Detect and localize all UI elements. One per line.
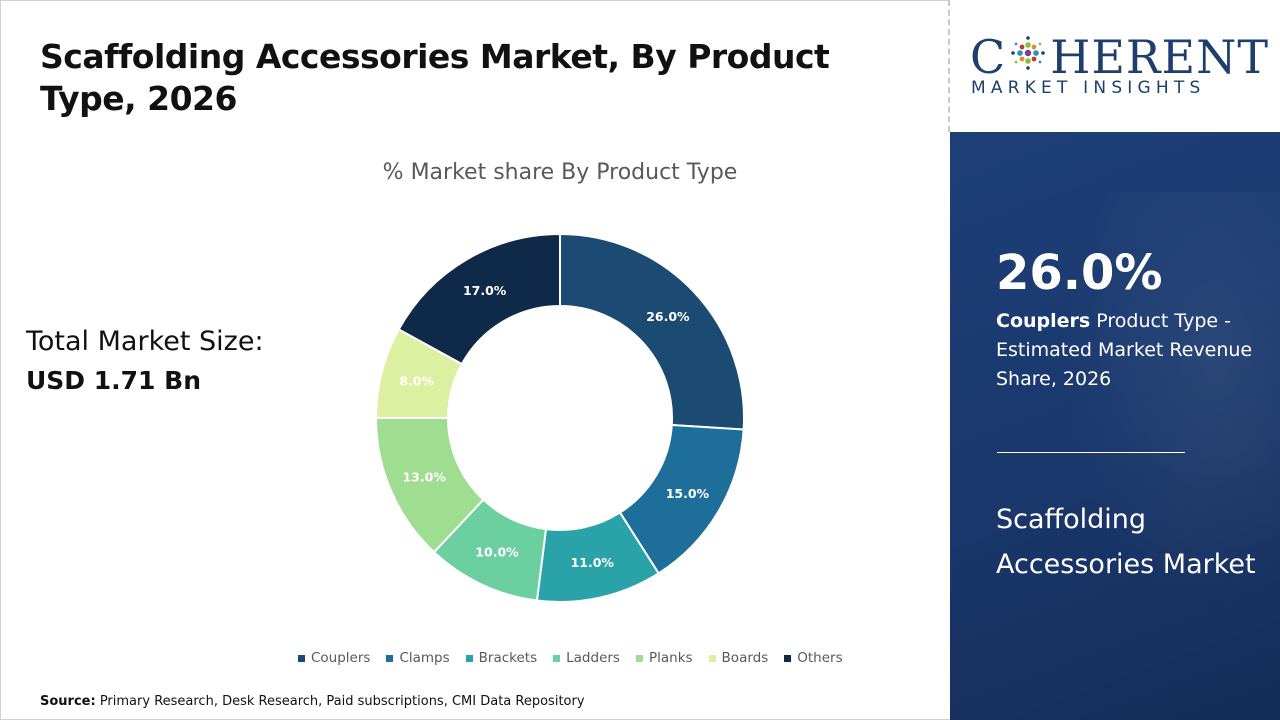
highlight-description-text: Product Type - Estimated Market Revenue … [996,310,1253,390]
data-label-planks: 13.0% [402,469,446,484]
legend-label: Brackets [478,650,538,666]
logo-area [950,0,1280,132]
legend-swatch [784,654,792,662]
data-label-ladders: 10.0% [475,544,519,559]
legend-item-couplers: Couplers [298,650,370,666]
legend-swatch [465,654,473,662]
donut-chart: 26.0% 15.0% 11.0% 10.0% 13.0% 8.0% 17.0% [374,232,745,603]
legend-label: Boards [721,650,769,666]
highlight-segment: Couplers [996,310,1091,332]
map-background [1060,192,1280,612]
highlight-description: Couplers Product Type - Estimated Market… [996,307,1256,394]
data-label-clamps: 15.0% [666,486,710,501]
highlight-percent: 26.0% [996,245,1163,301]
legend-label: Clamps [399,650,450,666]
total-market-size-label: Total Market Size: [26,326,264,357]
divider [948,0,950,132]
company-logo: C HERENT [970,30,1269,84]
total-market-size-value: USD 1.71 Bn [26,366,201,395]
source-text: Primary Research, Desk Research, Paid su… [95,694,585,709]
legend-label: Ladders [566,650,620,666]
legend-swatch [635,654,643,662]
highlight-market-name: Scaffolding Accessories Market [996,504,1256,580]
logo-subtitle: MARKET INSIGHTS [971,78,1206,98]
legend-swatch [708,654,716,662]
data-label-boards: 8.0% [399,374,434,389]
legend-item-others: Others [784,650,843,666]
legend-item-brackets: Brackets [465,650,538,666]
legend-swatch [386,654,394,662]
source-label: Source: [40,694,96,709]
legend-item-ladders: Ladders [553,650,620,666]
legend-item-clamps: Clamps [386,650,450,666]
highlight-divider [997,452,1185,453]
legend-swatch [298,654,305,662]
legend-label: Planks [648,650,693,666]
legend-label: Couplers [311,650,371,666]
logo-letters-rest: HERENT [1050,30,1270,84]
donut-slice-couplers [559,232,745,431]
data-label-couplers: 26.0% [646,309,690,324]
globe-dots-icon [1008,30,1048,84]
highlight-panel [950,132,1280,720]
legend-swatch [553,654,561,662]
source-note: Source: Primary Research, Desk Research,… [40,694,585,709]
donut-slice-others [397,232,561,366]
legend-label: Others [797,650,843,666]
data-label-brackets: 11.0% [571,555,615,570]
chart-legend: Couplers Clamps Brackets Ladders Planks Board… [298,650,843,666]
logo-letter-c: C [970,30,1007,84]
legend-item-boards: Boards [708,650,769,666]
chart-title: % Market share By Product Type [382,160,738,185]
data-label-others: 17.0% [463,283,507,298]
legend-item-planks: Planks [635,650,693,666]
page-title: Scaffolding Accessories Market, By Produ… [40,37,830,118]
